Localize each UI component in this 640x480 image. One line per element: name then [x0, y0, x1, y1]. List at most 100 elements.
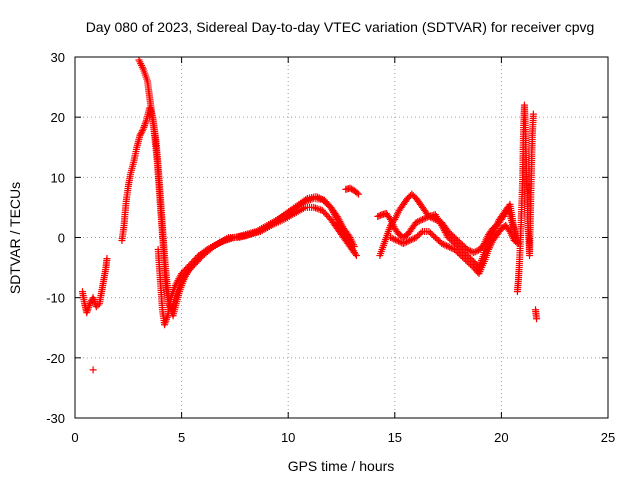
data-point: [138, 127, 146, 135]
data-point: [431, 234, 439, 241]
data-point: [462, 256, 470, 264]
data-point: [462, 250, 470, 258]
data-point: [89, 366, 97, 374]
data-point: [470, 249, 478, 257]
data-point: [446, 243, 454, 251]
data-point: [433, 235, 441, 243]
data-point: [388, 234, 396, 242]
data-point: [455, 244, 463, 252]
data-point: [454, 243, 462, 251]
data-point: [458, 253, 466, 261]
data-point: [350, 249, 358, 257]
data-point: [301, 197, 309, 205]
data-point: [414, 218, 422, 226]
data-point: [465, 253, 473, 261]
data-point: [444, 243, 452, 251]
data-point: [311, 204, 319, 212]
data-point: [404, 237, 412, 245]
data-point: [412, 234, 420, 241]
x-tick-label: 20: [494, 430, 508, 445]
data-point: [428, 230, 436, 238]
data-point: [417, 216, 425, 224]
axis-ticks: 0 5 10 15 20 25 -30 -20 -10 0 10 20 30: [46, 50, 615, 445]
data-point: [355, 190, 363, 198]
y-tick-label: 20: [51, 110, 65, 125]
data-point: [529, 110, 537, 118]
data-point: [449, 238, 457, 246]
data-point: [86, 300, 94, 308]
data-point: [435, 237, 443, 245]
plot-frame: [74, 56, 609, 419]
data-point: [390, 235, 398, 243]
x-axis-label: GPS time / hours: [288, 458, 395, 474]
data-point: [454, 249, 462, 257]
chart-title: Day 080 of 2023, Sidereal Day-to-day VTE…: [86, 19, 595, 35]
x-tick-label: 25: [601, 430, 615, 445]
data-point: [387, 234, 395, 241]
data-point: [415, 217, 423, 225]
y-tick-label: 30: [51, 50, 65, 65]
data-point: [455, 250, 463, 258]
data-point: [450, 240, 458, 248]
data-point: [419, 215, 427, 223]
data-point: [443, 242, 451, 250]
data-point: [457, 246, 465, 254]
data-point: [422, 214, 430, 222]
data-point: [305, 196, 313, 204]
data-point: [425, 227, 433, 235]
data-point: [310, 203, 318, 211]
x-tick-label: 15: [388, 430, 402, 445]
data-point: [465, 246, 473, 254]
data-point: [406, 237, 414, 245]
data-point: [452, 247, 460, 255]
data-point: [463, 246, 471, 254]
data-point: [463, 258, 471, 266]
data-point: [458, 241, 466, 249]
y-tick-label: 10: [51, 170, 65, 185]
data-point: [450, 234, 458, 241]
y-tick-label: -20: [46, 351, 65, 366]
data-point: [396, 238, 404, 246]
data-point: [533, 315, 541, 323]
data-point: [446, 235, 454, 243]
data-point: [349, 247, 357, 255]
data-point: [303, 197, 311, 205]
x-tick-label: 10: [281, 430, 295, 445]
data-point: [457, 240, 465, 248]
data-point: [438, 240, 446, 248]
data-point: [313, 205, 321, 213]
x-tick-label: 5: [178, 430, 185, 445]
data-point: [465, 259, 473, 267]
data-point: [401, 239, 409, 247]
y-axis-label: SDTVAR / TECUs: [7, 182, 23, 294]
data-point: [415, 230, 423, 238]
y-tick-label: -10: [46, 291, 65, 306]
data-point: [457, 252, 465, 260]
data-point: [393, 237, 401, 245]
data-point: [103, 255, 111, 263]
data-point: [454, 237, 462, 245]
data-point: [414, 232, 422, 240]
data-point: [94, 301, 102, 309]
y-tick-label: -30: [46, 411, 65, 426]
data-point: [92, 303, 100, 311]
data-point: [441, 241, 449, 249]
data-point: [201, 247, 209, 255]
data-point: [420, 215, 428, 223]
data-point: [403, 238, 411, 246]
data-point: [447, 244, 455, 252]
data-point: [423, 213, 431, 221]
x-tick-label: 0: [71, 430, 78, 445]
data-point: [460, 249, 468, 257]
data-point: [458, 247, 466, 255]
data-point: [353, 189, 361, 197]
data-point: [452, 241, 460, 249]
data-point: [391, 236, 399, 244]
data-point: [306, 196, 314, 204]
data-point: [136, 131, 144, 139]
data-point: [460, 255, 468, 263]
data-point: [473, 247, 481, 255]
data-point: [137, 130, 145, 138]
data-point: [427, 229, 435, 237]
